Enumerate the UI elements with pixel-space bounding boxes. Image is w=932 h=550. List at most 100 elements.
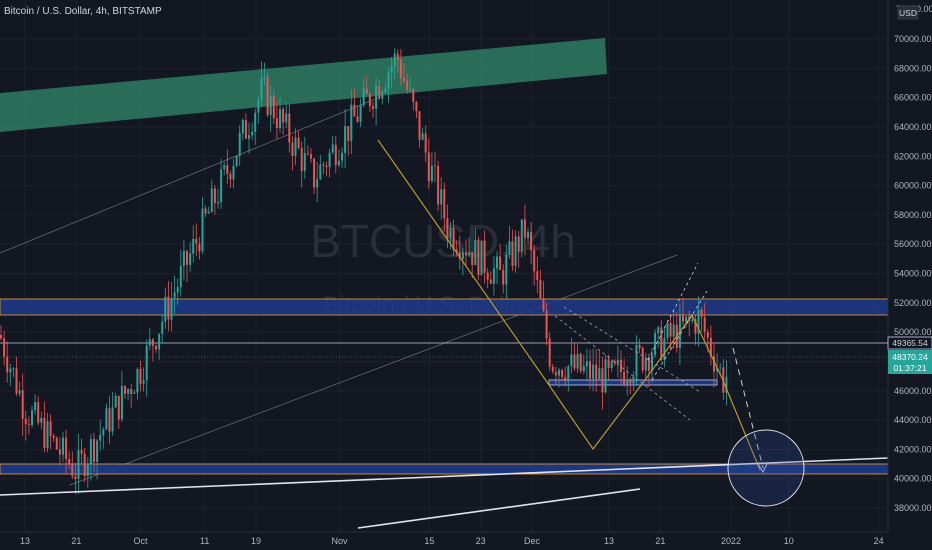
- candle-body: [412, 89, 415, 102]
- resistance-zone[interactable]: [0, 298, 889, 316]
- candle-body: [409, 89, 412, 91]
- trendline-support[interactable]: [0, 457, 889, 496]
- candle-body: [452, 227, 455, 250]
- candle-body: [496, 256, 498, 269]
- candle-body: [263, 76, 266, 79]
- candle-body: [232, 165, 235, 180]
- candle-body: [303, 153, 306, 172]
- candle-body: [291, 142, 294, 156]
- candle-body: [635, 344, 638, 377]
- time-tick-label: 2022: [721, 536, 741, 546]
- candle-body: [399, 59, 402, 79]
- candle-body: [300, 147, 303, 172]
- candle-body: [244, 119, 247, 139]
- trendline-bottom[interactable]: [357, 488, 641, 529]
- time-tick-label: Nov: [331, 536, 348, 546]
- candle-body: [328, 152, 331, 168]
- target-circle[interactable]: [727, 429, 805, 507]
- price-tick-label: 62000.00: [894, 151, 932, 161]
- candle-body: [294, 137, 297, 156]
- time-scale-background: [0, 532, 932, 550]
- candle-body: [198, 243, 201, 252]
- candle-body: [68, 458, 71, 465]
- time-tick-label: 23: [476, 536, 486, 546]
- candle-body: [691, 319, 694, 322]
- candle-body: [220, 169, 223, 203]
- candle-body: [285, 113, 288, 123]
- candle-body: [415, 101, 418, 112]
- candle-body: [71, 464, 74, 477]
- time-tick-label: 21: [655, 536, 665, 546]
- price-tick-label: 56000.00: [894, 239, 932, 249]
- time-tick-label: 24: [874, 536, 884, 546]
- marked-level-tag[interactable]: [887, 336, 932, 350]
- candle-body: [567, 366, 570, 382]
- projection-arrow-head: [757, 463, 768, 474]
- marked-level-value: 49365.54: [892, 338, 928, 348]
- bar-countdown: 01:37:21: [893, 363, 926, 373]
- candle-body: [458, 252, 461, 259]
- candle-body: [117, 395, 120, 420]
- candle-body: [319, 164, 322, 180]
- candle-body: [341, 152, 343, 161]
- candle-body: [616, 359, 619, 364]
- candle-body: [520, 219, 523, 252]
- wedge-line-bottom[interactable]: [554, 315, 691, 421]
- candle-body: [337, 160, 340, 166]
- candle-body: [155, 345, 157, 350]
- candle-body: [356, 116, 359, 122]
- candle-body: [313, 158, 316, 188]
- candles: [0, 47, 728, 495]
- channel-line-lower[interactable]: [69, 254, 678, 486]
- candle-body: [96, 440, 99, 462]
- last-price-tag[interactable]: [888, 350, 932, 374]
- candle-body: [558, 369, 560, 376]
- candle-body: [275, 118, 278, 128]
- candle-body: [716, 367, 719, 372]
- candle-body: [127, 389, 130, 394]
- price-tick-label: 64000.00: [894, 122, 932, 132]
- candle-body: [694, 319, 697, 334]
- price-tick-label: 54000.00: [894, 269, 932, 279]
- candle-body: [310, 154, 312, 159]
- candle-body: [585, 361, 588, 367]
- channel-line-upper[interactable]: [0, 96, 381, 254]
- candle-body: [58, 449, 61, 455]
- wedge-line-top[interactable]: [563, 306, 701, 393]
- candle-body: [368, 94, 371, 107]
- candle-body: [306, 153, 309, 155]
- candle-body: [201, 208, 204, 252]
- price-tick-label: 66000.00: [894, 93, 932, 103]
- candle-body: [189, 253, 192, 265]
- candle-body: [613, 361, 616, 364]
- candle-body: [0, 335, 2, 339]
- candle-body: [390, 66, 393, 73]
- candle-body: [372, 106, 374, 109]
- candle-body: [114, 395, 117, 408]
- green-resistance-band[interactable]: [0, 38, 607, 132]
- projection-arrow-line[interactable]: [732, 347, 764, 469]
- candle-body: [418, 111, 421, 140]
- candle-body: [492, 268, 495, 284]
- candle-body: [536, 271, 539, 281]
- flag-line-1[interactable]: [647, 262, 699, 361]
- candle-body: [471, 252, 474, 266]
- candle-body: [83, 453, 86, 477]
- candle-body: [297, 137, 300, 148]
- candle-body: [573, 354, 576, 369]
- candle-body: [461, 252, 464, 259]
- projection-path[interactable]: [377, 139, 761, 471]
- candle-body: [629, 380, 632, 384]
- candle-body: [148, 339, 151, 346]
- currency-badge[interactable]: [897, 5, 919, 20]
- candle-body: [139, 369, 142, 384]
- candle-body: [161, 321, 164, 334]
- candle-body: [170, 298, 173, 320]
- price-tick-label: 68000.00: [894, 63, 932, 73]
- price-tick-label: 60000.00: [894, 181, 932, 191]
- candle-body: [403, 78, 405, 81]
- candle-body: [102, 429, 105, 435]
- candle-body: [393, 53, 396, 67]
- candle-body: [719, 367, 722, 369]
